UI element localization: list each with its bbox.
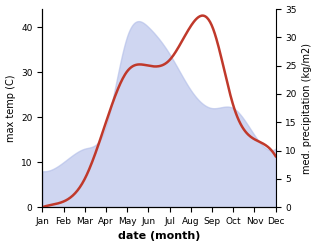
Y-axis label: med. precipitation (kg/m2): med. precipitation (kg/m2) (302, 43, 313, 174)
Y-axis label: max temp (C): max temp (C) (5, 74, 16, 142)
X-axis label: date (month): date (month) (118, 231, 200, 242)
